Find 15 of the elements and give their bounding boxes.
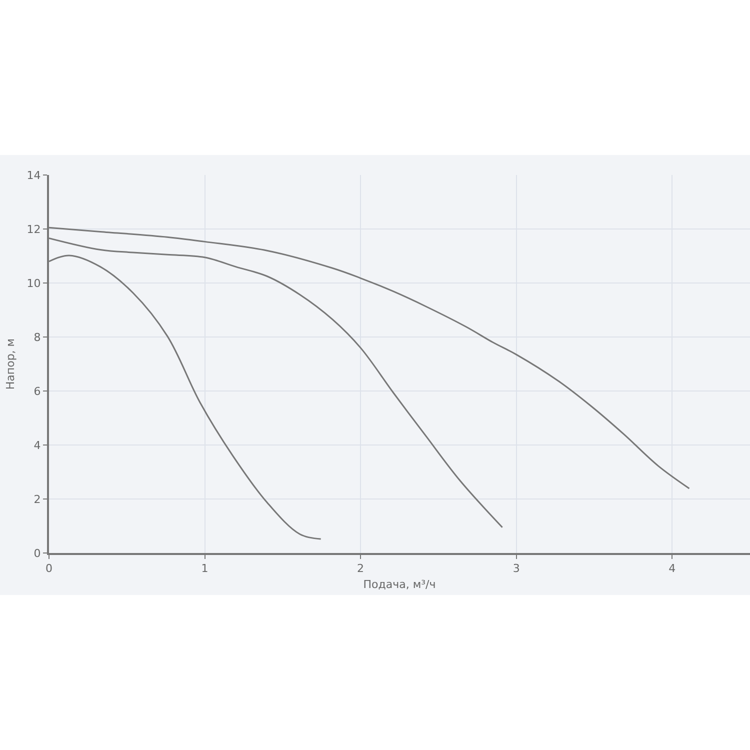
y-axis-title: Напор, м [4, 338, 17, 390]
x-tick-label: 2 [357, 562, 364, 576]
x-tick-label: 3 [512, 562, 520, 576]
x-tick-label: 0 [46, 562, 52, 576]
x-tick-label: 1 [201, 562, 208, 576]
y-tick-label: 14 [26, 168, 41, 182]
y-tick-label: 6 [34, 384, 41, 398]
y-tick-label: 8 [34, 330, 41, 344]
y-tick-label: 10 [26, 276, 41, 290]
y-tick-label: 2 [34, 492, 41, 506]
x-tick-label: 4 [668, 562, 676, 576]
y-tick-label: 0 [34, 546, 41, 560]
x-axis-title: Подача, м³/ч [363, 578, 436, 591]
y-tick-label: 4 [34, 438, 41, 452]
y-tick-label: 12 [26, 222, 41, 236]
